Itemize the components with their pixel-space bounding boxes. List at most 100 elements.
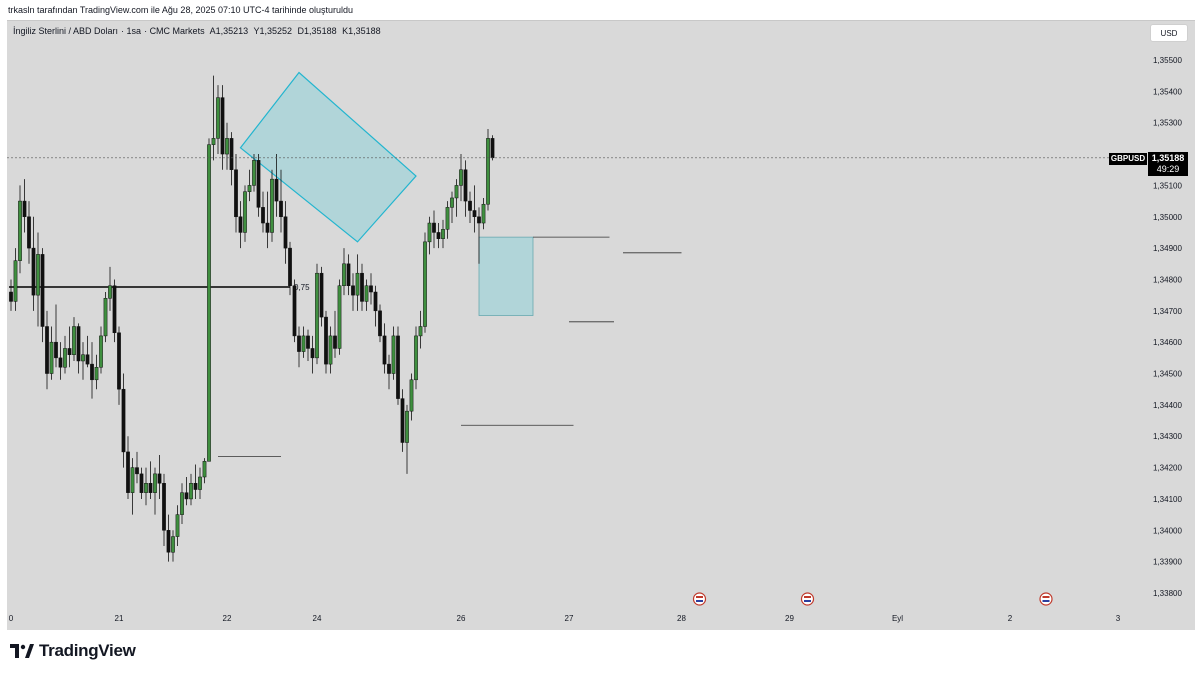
- candle-up: [328, 335, 333, 365]
- candle-down: [238, 216, 243, 233]
- ohlc-high: Y1,35252: [253, 26, 293, 36]
- time-tick-label: 28: [677, 614, 686, 623]
- candle-down: [400, 398, 405, 443]
- candle-down: [468, 200, 472, 211]
- candle-up: [247, 185, 252, 192]
- candle-down: [40, 254, 45, 327]
- candle-up: [450, 197, 454, 208]
- symbol-name: İngiliz Sterlini / ABD Doları: [13, 26, 119, 36]
- candle-up: [130, 467, 135, 493]
- price-tick-label: 1,35000: [1153, 213, 1182, 222]
- price-tick-label: 1,34400: [1153, 401, 1182, 410]
- candle-up: [202, 461, 207, 478]
- us-flag-icon-stripe: [696, 600, 703, 602]
- candle-down: [166, 530, 171, 553]
- candle-down: [477, 216, 481, 224]
- us-flag-icon-stripe: [696, 596, 703, 598]
- tradingview-logo-text: TradingView: [39, 641, 136, 660]
- candle-up: [153, 473, 157, 493]
- candle-down: [373, 291, 378, 312]
- us-flag-icon: [1039, 592, 1053, 606]
- candle-down: [117, 332, 121, 390]
- candle-down: [472, 210, 477, 218]
- candle-up: [243, 191, 247, 233]
- candle-up: [63, 348, 67, 368]
- candle-down: [283, 216, 288, 249]
- price-tick-label: 1,34700: [1153, 307, 1182, 316]
- price-tick-label: 1,35500: [1153, 56, 1182, 65]
- candle-down: [261, 207, 265, 224]
- chart-area[interactable]: [7, 20, 1195, 630]
- candle-up: [427, 222, 432, 243]
- candle-down: [346, 263, 351, 286]
- candle-down: [369, 285, 373, 293]
- candle-up: [459, 169, 463, 186]
- candle-down: [463, 169, 468, 202]
- us-flag-icon: [692, 592, 707, 606]
- ohlc-low: D1,35188: [297, 26, 337, 36]
- candle-down: [436, 232, 441, 239]
- us-flag-icon: [800, 592, 815, 606]
- us-flag-icon-ring: [800, 592, 815, 606]
- candle-up: [180, 492, 184, 515]
- candle-down: [306, 335, 310, 349]
- candle-up: [405, 410, 409, 443]
- candle-down: [162, 483, 166, 531]
- candle-down: [76, 326, 81, 362]
- price-tick-label: 1,34600: [1153, 338, 1182, 347]
- candle-up: [49, 341, 54, 374]
- candle-down: [9, 291, 13, 302]
- candle-down: [432, 222, 436, 233]
- candle-up: [225, 138, 229, 155]
- price-tick-label: 1,33900: [1153, 558, 1182, 567]
- candle-up: [441, 229, 445, 239]
- symbol-info: İngiliz Sterlini / ABD Doları · 1sa · CMC …: [13, 26, 381, 36]
- price-tick-label: 1,34200: [1153, 464, 1182, 473]
- candle-up: [108, 285, 112, 299]
- candle-up: [171, 536, 175, 553]
- price-tick-label: 1,34500: [1153, 370, 1182, 379]
- candles: [9, 75, 495, 562]
- candle-down: [234, 169, 238, 218]
- candle-up: [189, 483, 193, 500]
- candle-up: [81, 354, 85, 362]
- candle-up: [355, 272, 360, 296]
- candle-down: [351, 285, 355, 296]
- candle-down: [45, 326, 49, 374]
- currency-button[interactable]: USD: [1150, 24, 1188, 42]
- candle-down: [360, 272, 364, 302]
- time-tick-label: 26: [457, 614, 466, 623]
- price-tick-label: 1,34100: [1153, 495, 1182, 504]
- candle-down: [324, 316, 328, 365]
- price-tick-label: 1,34900: [1153, 244, 1182, 253]
- candle-down: [67, 348, 72, 355]
- candle-down: [139, 473, 144, 493]
- candle-up: [216, 97, 220, 139]
- time-tick-label: 2: [1008, 614, 1013, 623]
- candle-up: [99, 335, 103, 368]
- candle-up: [252, 160, 256, 186]
- candle-up: [72, 326, 76, 355]
- candle-up: [454, 185, 459, 199]
- bar-countdown: 49:29: [1156, 164, 1180, 174]
- candle-up: [144, 483, 148, 493]
- time-tick-label: 22: [223, 614, 232, 623]
- candle-down: [220, 97, 225, 155]
- candle-up: [103, 298, 108, 337]
- candle-down: [58, 357, 63, 368]
- candle-up: [198, 476, 202, 490]
- chart-attribution: trkasln tarafından TradingView.com ile A…: [8, 5, 354, 15]
- tradingview-logo[interactable]: TradingView: [10, 641, 136, 661]
- price-tick-label: 1,34000: [1153, 526, 1182, 535]
- last-price-value: 1,35188: [1151, 153, 1185, 163]
- ohlc-close: K1,35188: [342, 26, 381, 36]
- candle-up: [481, 203, 486, 224]
- candle-up: [301, 335, 306, 352]
- us-flag-icon-ring: [692, 592, 707, 606]
- tradingview-logo-icon: [10, 644, 34, 658]
- candle-up: [337, 285, 342, 349]
- price-tick-label: 1,35100: [1153, 181, 1182, 190]
- candle-down: [90, 363, 94, 381]
- candle-up: [94, 367, 99, 381]
